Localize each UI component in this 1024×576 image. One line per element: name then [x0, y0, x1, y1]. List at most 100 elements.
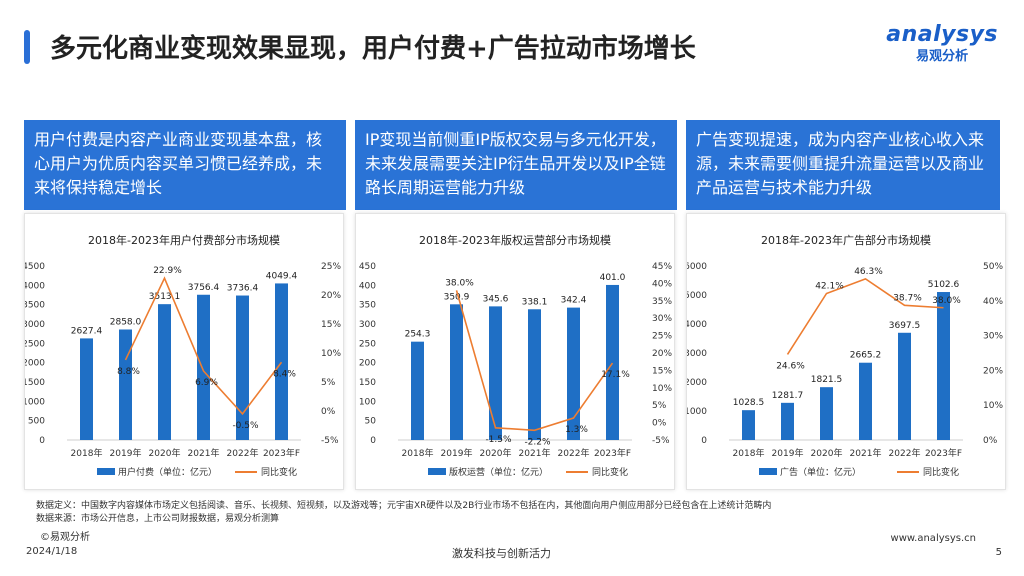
bar-value-label: 338.1 [522, 297, 548, 307]
growth-line [455, 290, 614, 432]
y-left-tick-label: 350 [359, 301, 376, 311]
y-left-tick-label: 3000 [25, 320, 45, 330]
y-left-tick-label: 100 [359, 397, 376, 407]
bar [489, 306, 502, 440]
bar [80, 338, 93, 440]
legend-bar-swatch [759, 468, 777, 475]
x-tick-label: 2020年 [149, 447, 181, 459]
line-value-label: 38.0% [445, 278, 474, 288]
y-left-tick-label: 400 [359, 281, 376, 291]
y-right-tick-label: 5% [321, 378, 336, 388]
x-tick-label: 2021年 [188, 447, 220, 459]
line-value-label: 46.3% [854, 267, 883, 277]
y-right-tick-label: 0% [321, 407, 336, 417]
bar-value-label: 5102.6 [928, 280, 960, 290]
x-tick-label: 2020年 [480, 447, 512, 459]
bar [820, 387, 833, 440]
bar [898, 332, 911, 440]
bar-value-label: 3736.4 [227, 284, 259, 294]
y-left-tick-label: 6000 [687, 262, 707, 272]
x-tick-label: 2019年 [772, 447, 804, 459]
bar-value-label: 3756.4 [188, 283, 220, 293]
y-right-tick-label: 10% [321, 349, 341, 359]
x-tick-label: 2023年F [263, 447, 300, 459]
x-tick-label: 2022年 [558, 447, 590, 459]
growth-line [786, 277, 944, 355]
bar [411, 341, 424, 440]
y-left-tick-label: 4000 [25, 281, 45, 291]
y-left-tick-label: 0 [39, 436, 45, 446]
y-right-tick-label: 20% [983, 366, 1003, 376]
line-value-label: 8.4% [273, 369, 296, 379]
chart-card-ip: 2018年-2023年版权运营部分市场规模 0 50 100 150 200 250 300 3… [355, 213, 675, 490]
y-right-tick-label: 30% [652, 314, 672, 324]
legend-line-label: 同比变化 [923, 466, 959, 478]
insight-panel-ads: 广告变现提速，成为内容产业核心收入来源，未来需要侧重提升流量运营以及商业产品运营… [686, 120, 1000, 210]
y-right-tick-label: 50% [983, 262, 1003, 272]
bar-value-label: 1028.5 [733, 398, 765, 408]
bar [236, 295, 249, 440]
y-left-tick-label: 450 [359, 262, 376, 272]
x-tick-label: 2022年 [227, 447, 259, 459]
y-left-tick-label: 50 [365, 417, 377, 427]
x-tick-label: 2021年 [850, 447, 882, 459]
y-right-tick-label: 15% [652, 366, 672, 376]
data-source: 数据来源：市场公开信息，上市公司财报数据，易观分析测算 [36, 514, 280, 524]
y-right-tick-label: 0% [983, 436, 998, 446]
y-left-tick-label: 500 [28, 417, 45, 427]
legend-bar-swatch [428, 468, 446, 475]
chart-title: 2018年-2023年用户付费部分市场规模 [88, 233, 280, 247]
footer-url[interactable]: www.analysys.cn [890, 533, 976, 544]
bar-value-label: 2665.2 [850, 351, 882, 361]
y-right-tick-label: -5% [652, 436, 670, 446]
page-title: 多元化商业变现效果显现，用户付费+广告拉动市场增长 [50, 34, 696, 64]
y-right-tick-label: 20% [652, 349, 672, 359]
page-number: 5 [995, 547, 1002, 558]
bar [781, 402, 794, 440]
x-tick-label: 2018年 [71, 447, 103, 459]
footer-copyright: ©易观分析 [40, 532, 90, 543]
x-tick-label: 2018年 [402, 447, 434, 459]
bar [528, 309, 541, 440]
bar-value-label: 345.6 [483, 294, 509, 304]
y-left-tick-label: 2500 [25, 339, 45, 349]
line-value-label: 6.9% [195, 378, 218, 388]
chart-title: 2018年-2023年版权运营部分市场规模 [419, 233, 611, 247]
title-accent-bar [24, 30, 30, 64]
bar [937, 292, 950, 440]
y-right-tick-label: 25% [652, 332, 672, 342]
legend-line-label: 同比变化 [261, 466, 297, 478]
growth-line [124, 276, 283, 416]
y-left-tick-label: 3500 [25, 301, 45, 311]
line-value-label: 8.8% [117, 367, 140, 377]
x-tick-label: 2020年 [811, 447, 843, 459]
bar [450, 304, 463, 440]
y-left-tick-label: 150 [359, 378, 376, 388]
chart-title: 2018年-2023年广告部分市场规模 [761, 233, 931, 247]
x-tick-label: 2021年 [519, 447, 551, 459]
line-value-label: -0.5% [232, 421, 259, 431]
x-tick-label: 2023年F [925, 447, 962, 459]
y-right-tick-label: 10% [652, 384, 672, 394]
y-right-tick-label: 40% [983, 297, 1003, 307]
y-right-tick-label: 15% [321, 320, 341, 330]
line-value-label: 42.1% [815, 281, 844, 291]
y-left-tick-label: 250 [359, 339, 376, 349]
footnotes: 数据定义：中国数字内容媒体市场定义包括阅读、音乐、长视频、短视频，以及游戏等；元… [36, 500, 771, 526]
y-left-tick-label: 0 [701, 436, 707, 446]
y-left-tick-label: 300 [359, 320, 376, 330]
line-value-label: 24.6% [776, 361, 805, 371]
data-definition: 数据定义：中国数字内容媒体市场定义包括阅读、音乐、长视频、短视频，以及游戏等；元… [36, 501, 772, 511]
bar [606, 284, 619, 440]
bar [567, 307, 580, 440]
x-tick-label: 2019年 [441, 447, 473, 459]
bar-value-label: 2627.4 [71, 326, 103, 336]
bar-value-label: 2858.0 [110, 317, 142, 327]
line-value-label: 22.9% [153, 266, 182, 276]
line-value-label: -1.5% [485, 435, 512, 445]
y-left-tick-label: 1000 [25, 397, 45, 407]
chart-ip: 2018年-2023年版权运营部分市场规模 0 50 100 150 200 250 300 3… [359, 233, 673, 478]
bar-value-label: 3513.1 [149, 292, 181, 302]
x-tick-label: 2022年 [889, 447, 921, 459]
